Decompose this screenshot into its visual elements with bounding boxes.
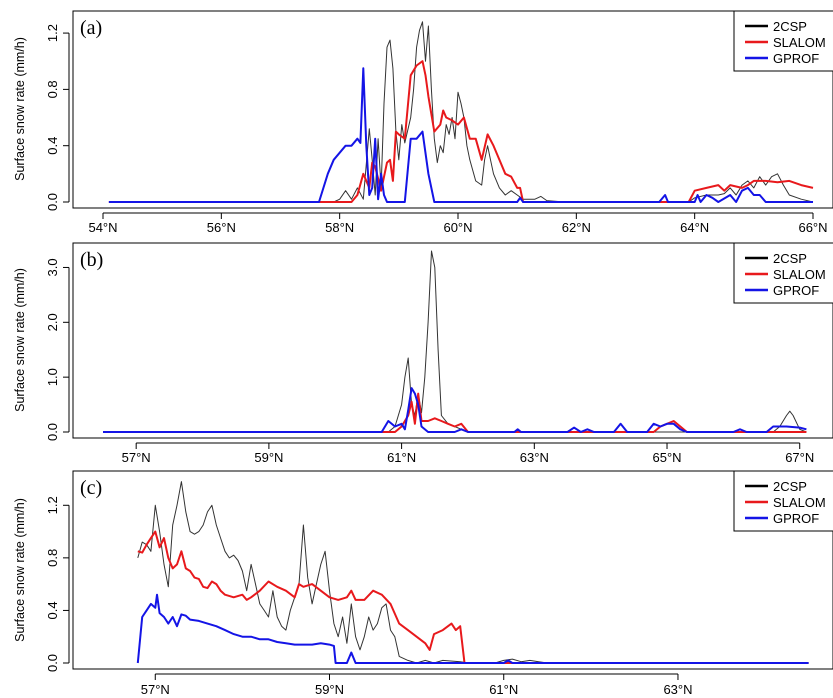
legend-entry: 2CSP bbox=[773, 19, 807, 34]
series-line-2csp bbox=[103, 250, 807, 433]
legend-entry: GPROF bbox=[773, 283, 819, 298]
series-line-2csp bbox=[108, 21, 814, 203]
plot-frame bbox=[72, 10, 833, 209]
x-tick-label: 63°N bbox=[520, 450, 549, 465]
x-tick-label: 61°N bbox=[489, 682, 518, 697]
series-line-gprof bbox=[108, 67, 813, 203]
legend-entry: GPROF bbox=[773, 511, 819, 526]
y-tick-label: 0.4 bbox=[45, 137, 60, 155]
x-tick-label: 57°N bbox=[141, 682, 170, 697]
x-tick-label: 56°N bbox=[207, 220, 236, 235]
y-tick-label: 0.0 bbox=[45, 193, 60, 211]
y-tick-label: 1.0 bbox=[45, 368, 60, 386]
y-axis-label: Surface snow rate (mm/h) bbox=[13, 268, 27, 412]
x-tick-label: 65°N bbox=[652, 450, 681, 465]
x-tick-label: 54°N bbox=[88, 220, 117, 235]
legend-entry: 2CSP bbox=[773, 479, 807, 494]
y-tick-label: 0.0 bbox=[45, 654, 60, 672]
legend-entry: GPROF bbox=[773, 51, 819, 66]
x-tick-label: 63°N bbox=[663, 682, 692, 697]
legend-entry: SLALOM bbox=[773, 495, 826, 510]
y-axis-label: Surface snow rate (mm/h) bbox=[13, 498, 27, 642]
panel-label: (a) bbox=[80, 17, 102, 39]
y-tick-label: 2.0 bbox=[45, 313, 60, 331]
x-tick-label: 59°N bbox=[254, 450, 283, 465]
panel-a: 0.0 0.4 0.8 1.2 Surface snow rate (mm/h) 54°N… bbox=[13, 10, 833, 235]
panel-b: 0.0 1.0 2.0 3.0 Surface snow rate (mm/h) 57°N… bbox=[13, 242, 833, 465]
x-tick-label: 58°N bbox=[325, 220, 354, 235]
y-tick-label: 0.8 bbox=[45, 80, 60, 98]
plot-frame bbox=[72, 470, 833, 670]
y-tick-label: 0.8 bbox=[45, 549, 60, 567]
x-tick-label: 60°N bbox=[443, 220, 472, 235]
plot-frame bbox=[72, 242, 833, 439]
y-tick-label: 1.2 bbox=[45, 496, 60, 514]
series-line-slalom bbox=[103, 392, 807, 433]
x-tick-label: 61°N bbox=[387, 450, 416, 465]
series-line-slalom bbox=[108, 60, 814, 203]
series-line-2csp bbox=[137, 481, 809, 664]
panel-c: 0.0 0.4 0.8 1.2 Surface snow rate (mm/h) 57°N… bbox=[13, 470, 833, 697]
x-tick-label: 62°N bbox=[562, 220, 591, 235]
series-line-gprof bbox=[103, 387, 807, 433]
y-tick-label: 1.2 bbox=[45, 24, 60, 42]
x-tick-label: 67°N bbox=[785, 450, 814, 465]
x-tick-label: 66°N bbox=[798, 220, 827, 235]
y-tick-label: 3.0 bbox=[45, 258, 60, 276]
y-axis-label: Surface snow rate (mm/h) bbox=[13, 37, 27, 181]
legend-entry: SLALOM bbox=[773, 35, 826, 50]
series-line-slalom bbox=[137, 530, 809, 664]
panel-label: (c) bbox=[80, 477, 102, 499]
legend-entry: 2CSP bbox=[773, 251, 807, 266]
x-tick-label: 64°N bbox=[680, 220, 709, 235]
y-tick-label: 0.0 bbox=[45, 423, 60, 441]
x-tick-label: 57°N bbox=[122, 450, 151, 465]
panel-label: (b) bbox=[80, 249, 103, 271]
series-line-gprof bbox=[136, 593, 809, 664]
y-tick-label: 0.4 bbox=[45, 601, 60, 619]
legend-entry: SLALOM bbox=[773, 267, 826, 282]
x-tick-label: 59°N bbox=[315, 682, 344, 697]
